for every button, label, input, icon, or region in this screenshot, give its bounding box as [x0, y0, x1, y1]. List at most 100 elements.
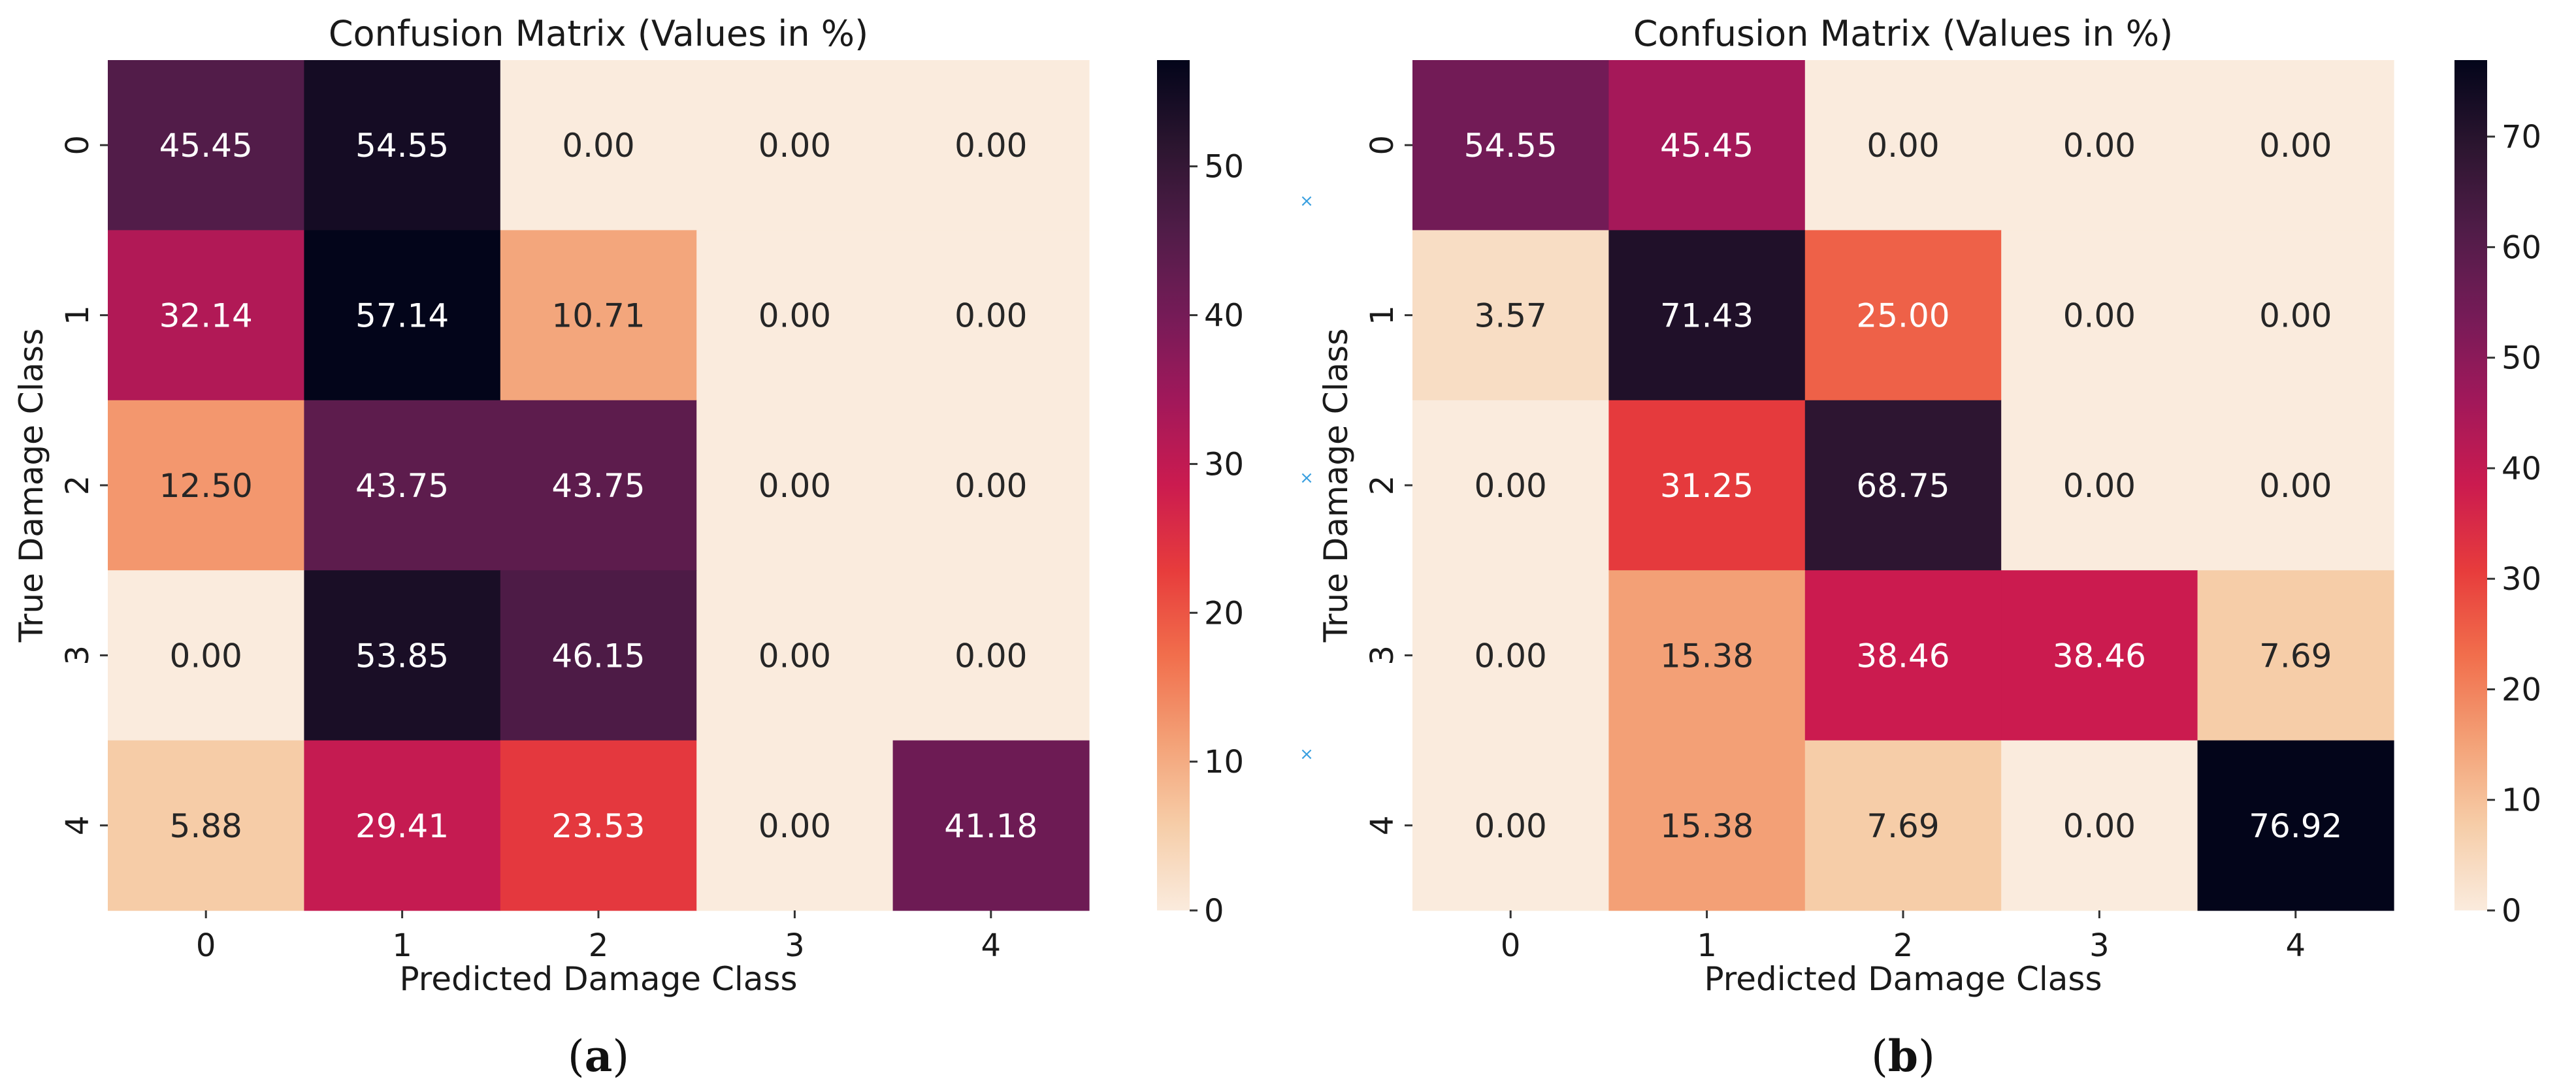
cell-value-label: 0.00: [1475, 467, 1547, 505]
panel-a: Confusion Matrix (Values in %) Predicted…: [12, 13, 1244, 1082]
cell-value-label: 0.00: [2259, 467, 2332, 505]
cell-value-label: 54.55: [1464, 127, 1557, 165]
heatmap-cell: [1608, 400, 1806, 571]
cell-value-label: 0.00: [758, 467, 831, 505]
colorbar-tick-label: 60: [2502, 229, 2541, 266]
heatmap-cell: [500, 570, 697, 741]
cell-value-label: 0.00: [1475, 637, 1547, 675]
panel-label: (b): [1871, 1031, 1935, 1082]
cell-value-label: 15.38: [1660, 807, 1753, 845]
colorbar-tick-label: 50: [2502, 340, 2541, 377]
colorbar-tick-label: 10: [2502, 782, 2541, 819]
panel-label-letter: b: [1888, 1031, 1918, 1082]
panel-label-letter: a: [585, 1031, 613, 1082]
heatmap-cell: [2001, 740, 2198, 911]
heatmap-cell: [304, 740, 501, 911]
heatmap-cell: [108, 60, 304, 231]
x-tick-label: 1: [1697, 927, 1717, 964]
heatmap-cell: [304, 400, 501, 571]
cell-value-label: 15.38: [1660, 637, 1753, 675]
decor-marker: ×: [1299, 468, 1314, 488]
cell-value-label: 0.00: [2063, 467, 2136, 505]
colorbar-tick-label: 30: [2502, 561, 2541, 598]
cell-value-label: 53.85: [355, 637, 449, 675]
heatmap-cell: [696, 570, 894, 741]
cell-value-label: 45.45: [1660, 127, 1753, 165]
panel-label-open: (: [1871, 1031, 1888, 1082]
heatmap-cell: [892, 570, 1090, 741]
heatmap-cell: [1608, 60, 1806, 231]
heatmap-cell: [1804, 740, 2002, 911]
cell-value-label: 0.00: [954, 467, 1027, 505]
heatmap-cell: [892, 60, 1090, 231]
cell-value-label: 7.69: [1867, 807, 1939, 845]
decor-marker: ×: [1299, 745, 1314, 764]
colorbar-tick-label: 0: [2502, 893, 2522, 929]
heatmap-cell: [1804, 570, 2002, 741]
cell-value-label: 23.53: [551, 807, 645, 845]
y-tick-label: 4: [1364, 816, 1401, 836]
y-tick-label: 3: [59, 645, 96, 666]
heatmap-cell: [2001, 570, 2198, 741]
heatmap-cell: [304, 230, 501, 401]
cell-value-label: 0.00: [2259, 297, 2332, 335]
cell-value-label: 43.75: [551, 467, 645, 505]
x-tick-label: 3: [2089, 927, 2110, 964]
x-tick-label: 1: [392, 927, 412, 964]
heatmap-cell: [1804, 230, 2002, 401]
decor-markers: × × ×: [1299, 191, 1314, 764]
colorbar-tick-label: 0: [1204, 893, 1224, 929]
cell-value-label: 54.55: [355, 127, 449, 165]
heatmap-cell: [1608, 570, 1806, 741]
cell-value-label: 0.00: [2063, 297, 2136, 335]
cell-value-label: 0.00: [954, 637, 1027, 675]
y-axis-label: True Damage Class: [1317, 329, 1355, 643]
cell-value-label: 0.00: [954, 297, 1027, 335]
colorbar-tick-label: 30: [1204, 446, 1244, 483]
heatmap-cell: [108, 230, 304, 401]
x-tick-label: 2: [1893, 927, 1914, 964]
cell-value-label: 0.00: [758, 637, 831, 675]
cell-value-label: 5.88: [170, 807, 242, 845]
heatmap-cell: [2001, 400, 2198, 571]
panel-label-close: ): [612, 1031, 629, 1082]
heatmap-cell: [1412, 60, 1609, 231]
heatmap-cell: [108, 740, 304, 911]
heatmap-cell: [2001, 60, 2198, 231]
heatmap-cell: [500, 400, 697, 571]
cell-value-label: 76.92: [2249, 807, 2342, 845]
heatmap-cell: [1608, 230, 1806, 401]
heatmap-cell: [1608, 740, 1806, 911]
cell-value-label: 31.25: [1660, 467, 1753, 505]
panel-label: (a): [568, 1031, 629, 1082]
cell-value-label: 0.00: [1867, 127, 1939, 165]
cell-value-label: 71.43: [1660, 297, 1753, 335]
heatmap-cell: [696, 230, 894, 401]
y-axis-label: True Damage Class: [12, 329, 50, 643]
cell-value-label: 68.75: [1856, 467, 1949, 505]
cell-value-label: 0.00: [2063, 807, 2136, 845]
y-tick-label: 1: [1364, 305, 1401, 325]
cell-value-label: 0.00: [758, 807, 831, 845]
panel-label-close: ): [1918, 1031, 1935, 1082]
heatmap-cell: [2197, 230, 2394, 401]
panel-label-open: (: [568, 1031, 585, 1082]
heatmap-cell: [2197, 740, 2394, 911]
heatmap-cell: [2197, 570, 2394, 741]
heatmap-cell: [892, 740, 1090, 911]
x-tick-label: 4: [981, 927, 1002, 964]
cell-value-label: 0.00: [758, 127, 831, 165]
cell-value-label: 25.00: [1856, 297, 1949, 335]
heatmap-cell: [2197, 400, 2394, 571]
cell-value-label: 10.71: [551, 297, 645, 335]
heatmap-cell: [1804, 60, 2002, 231]
cell-value-label: 57.14: [355, 297, 449, 335]
heatmap-cell: [108, 400, 304, 571]
cell-value-label: 38.46: [2053, 637, 2146, 675]
x-tick-label: 3: [785, 927, 805, 964]
heatmap-cell: [108, 570, 304, 741]
x-tick-label: 0: [1501, 927, 1521, 964]
colorbar: [1157, 60, 1190, 910]
colorbar-tick-label: 50: [1204, 149, 1244, 185]
